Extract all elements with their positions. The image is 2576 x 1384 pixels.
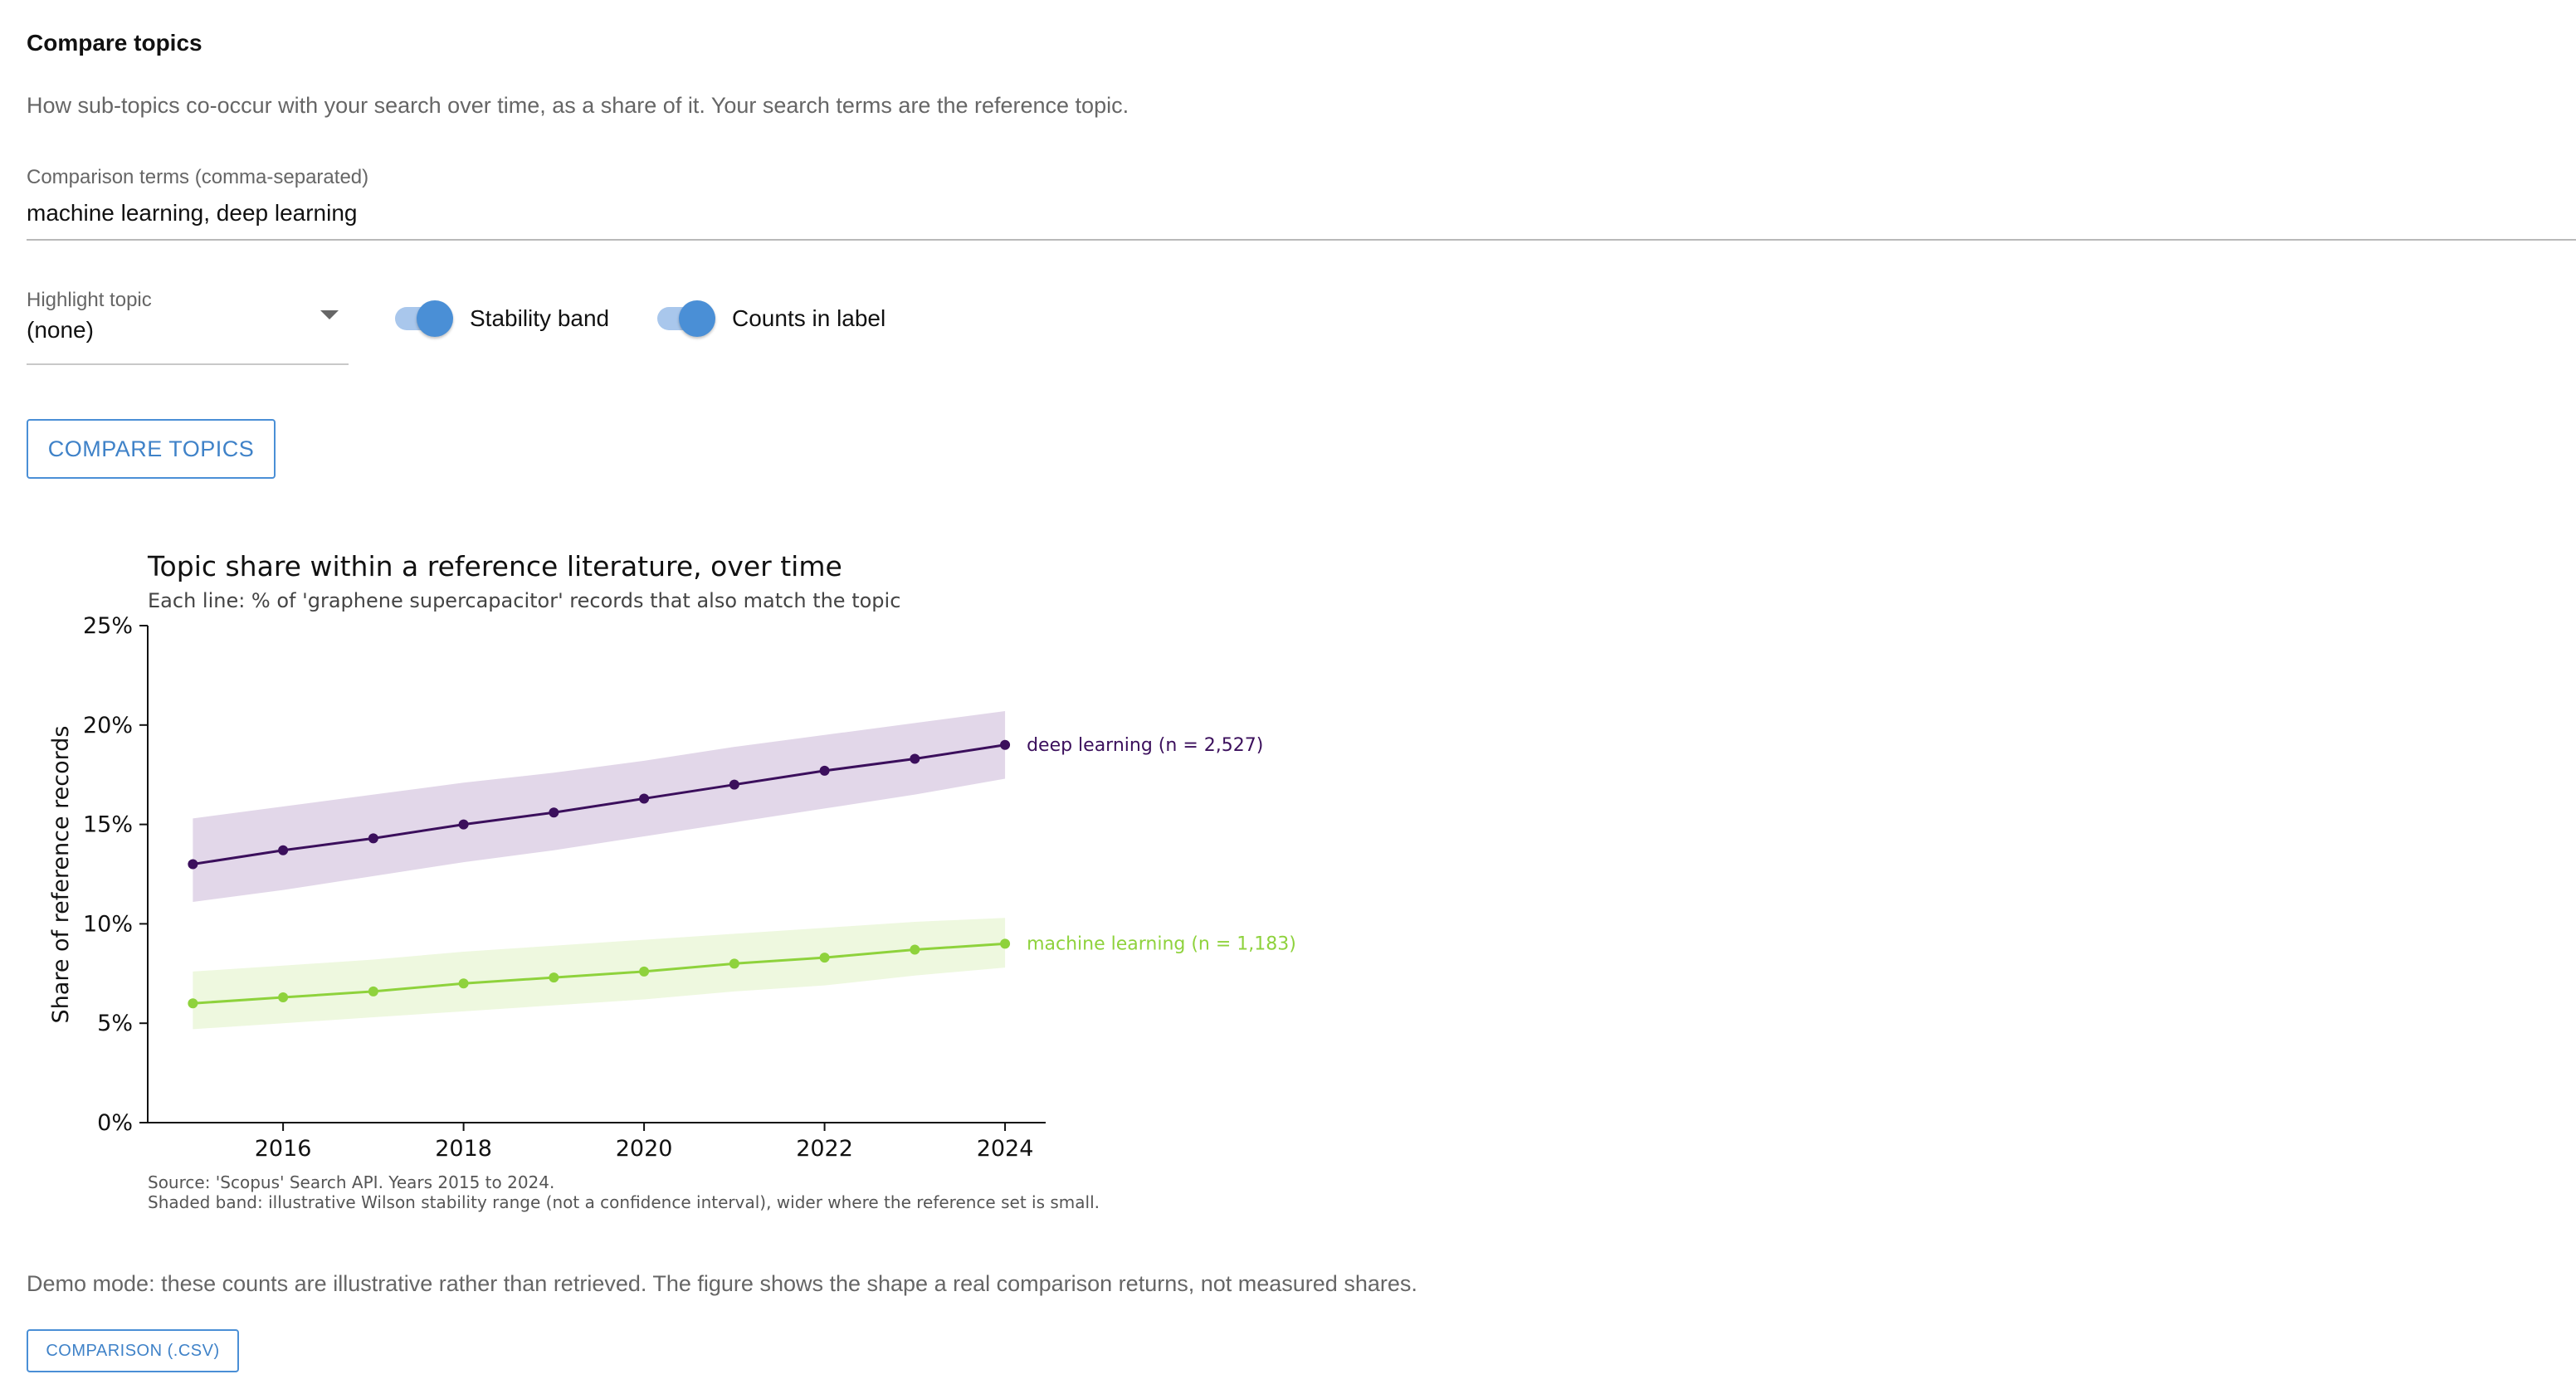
x-tick-label: 2024 <box>977 1136 1034 1162</box>
counts-in-label-label: Counts in label <box>732 305 886 331</box>
x-tick-label: 2018 <box>435 1136 492 1162</box>
deep-learning-line <box>193 743 1006 866</box>
x-tick-label: 2020 <box>616 1136 673 1162</box>
comparison-terms-input[interactable] <box>27 188 2576 241</box>
highlight-topic-label: Highlight topic <box>27 289 152 311</box>
deep-learning-point <box>639 793 650 804</box>
download-csv-button[interactable]: Comparison (.csv) <box>27 1329 239 1372</box>
deep-learning-point <box>458 819 469 830</box>
machine-learning-point <box>188 998 198 1009</box>
series-lines: deep learning (n = 2,527) machine learnin… <box>188 735 1296 1009</box>
y-tick-label: 5% <box>97 1011 133 1036</box>
demo-mode-note: Demo mode: these counts are illustrative… <box>27 1271 1417 1296</box>
y-tick-label: 0% <box>97 1110 133 1136</box>
deep-learning-point <box>1000 739 1011 750</box>
machine-learning-point <box>278 992 289 1003</box>
machine-learning-point <box>368 986 378 997</box>
deep-learning-point <box>278 845 289 855</box>
panel-description: How sub-topics co-occur with your search… <box>27 93 1129 118</box>
deep-learning-point <box>549 807 559 818</box>
machine-learning-point <box>549 972 559 983</box>
machine-learning-point <box>910 944 920 955</box>
machine-learning-line <box>193 942 1006 1005</box>
machine-learning-point <box>819 953 830 963</box>
x-tick-label: 2016 <box>255 1136 312 1162</box>
y-tick-label: 20% <box>83 713 133 738</box>
y-tick-label: 15% <box>83 812 133 838</box>
band-note: Shaded band: illustrative Wilson stabili… <box>148 1192 1100 1212</box>
chevron-down-icon <box>320 310 339 319</box>
y-axis-ticks: 0% 5% 10% 15% 20% 25% <box>83 613 148 1136</box>
x-tick-label: 2022 <box>796 1136 853 1162</box>
y-axis-label: Share of reference records <box>48 726 74 1024</box>
y-tick-label: 10% <box>83 911 133 937</box>
toggle-knob <box>417 300 453 337</box>
stability-band-toggle[interactable]: Stability band <box>395 300 644 337</box>
machine-learning-point <box>639 966 650 977</box>
y-tick-label: 25% <box>83 613 133 639</box>
machine-learning-point <box>458 978 469 989</box>
chart-title: Topic share within a reference literatur… <box>147 550 842 582</box>
deep-learning-series-label: deep learning (n = 2,527) <box>1027 735 1263 756</box>
highlight-topic-select[interactable]: Highlight topic (none) <box>27 285 349 365</box>
toggle-knob <box>679 300 715 337</box>
stability-band-label: Stability band <box>470 305 610 331</box>
source-note: Source: 'Scopus' Search API. Years 2015 … <box>148 1172 554 1192</box>
comparison-terms-label: Comparison terms (comma-separated) <box>27 166 369 188</box>
compare-topics-button[interactable]: Compare topics <box>27 419 276 479</box>
highlight-topic-value: (none) <box>27 317 94 343</box>
deep-learning-point <box>188 859 198 870</box>
deep-learning-point <box>910 753 920 764</box>
machine-learning-point <box>1000 938 1011 949</box>
machine-learning-point <box>729 958 739 969</box>
panel-heading: Compare topics <box>27 30 202 56</box>
stability-bands <box>193 711 1006 1030</box>
counts-in-label-toggle[interactable]: Counts in label <box>657 300 906 337</box>
machine-learning-series-label: machine learning (n = 1,183) <box>1027 933 1296 954</box>
topic-share-chart: Topic share within a reference literatur… <box>48 550 1296 1212</box>
x-axis-ticks: 2016 2018 2020 2022 2024 <box>255 1123 1034 1162</box>
deep-learning-point <box>368 833 378 844</box>
deep-learning-point <box>729 779 739 790</box>
deep-learning-point <box>819 765 830 776</box>
chart-subtitle: Each line: % of 'graphene supercapacitor… <box>148 589 900 612</box>
